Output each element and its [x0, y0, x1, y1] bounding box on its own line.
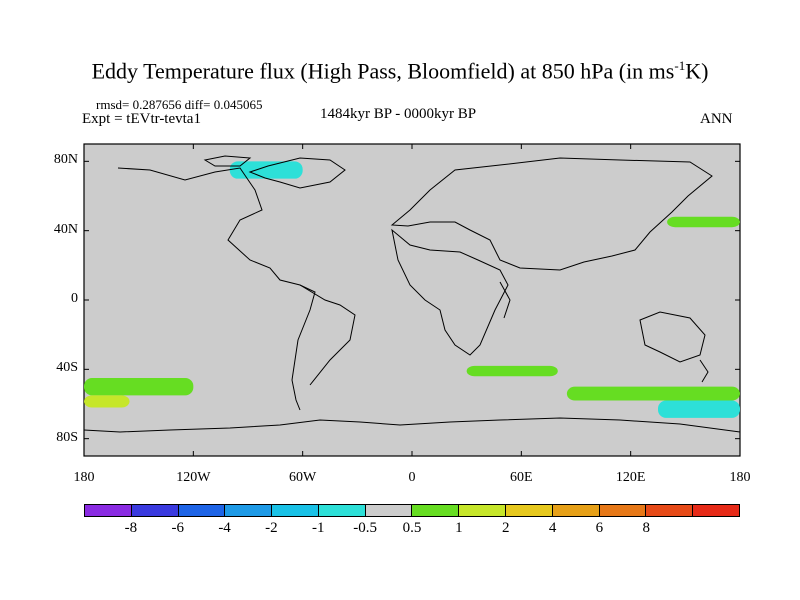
lon-tick-label: 180 — [73, 470, 95, 485]
colorbar-swatch — [85, 505, 132, 516]
colorbar-tick-label: 6 — [595, 520, 604, 536]
colorbar-swatch — [225, 505, 273, 516]
colorbar-tick-label: -0.5 — [353, 520, 378, 536]
lat-tick-label: 80S — [56, 429, 78, 445]
experiment-label: Expt = tEVtr-tevta1 — [82, 111, 201, 127]
colorbar-swatch — [693, 505, 739, 516]
plot-background — [83, 143, 741, 457]
colorbar-swatch — [365, 505, 413, 516]
colorbar — [84, 504, 740, 517]
anomaly-patch — [84, 395, 130, 408]
colorbar-swatch — [272, 505, 319, 516]
lon-tick-label: 0 — [408, 470, 416, 485]
coastlines — [83, 155, 741, 433]
colorbar-swatch — [412, 505, 460, 516]
lon-tick-label: 120E — [615, 470, 646, 485]
period-label: 1484kyr BP - 0000kyr BP — [320, 106, 477, 122]
colorbar-tick-label: -6 — [171, 520, 184, 536]
colorbar-tick-label: 8 — [642, 520, 651, 536]
colorbar-swatch — [131, 505, 179, 516]
stats-text: rmsd= 0.287656 diff= 0.045065 — [96, 97, 263, 112]
colorbar-tick-label: 0.5 — [402, 520, 422, 536]
anomaly-patch — [667, 216, 740, 228]
lat-ticks — [84, 160, 740, 440]
lat-tick-label: 40N — [53, 221, 78, 237]
colorbar-tick-label: -8 — [124, 520, 138, 536]
anomaly-patch — [566, 386, 740, 401]
colorbar-swatch — [552, 505, 600, 516]
lon-tick-label: 60W — [289, 470, 317, 485]
season-label: ANN — [700, 111, 733, 127]
lat-tick-label: 40S — [56, 360, 78, 376]
colorbar-tick-label: -1 — [312, 520, 325, 536]
colorbar-swatch — [646, 505, 694, 516]
lon-ticks — [83, 144, 741, 456]
colorbar-swatch — [506, 505, 553, 516]
lon-tick-label: 120W — [176, 470, 211, 485]
colorbar-swatch — [599, 505, 647, 516]
colorbar-tick-label: -4 — [218, 520, 231, 536]
colorbar-tick-label: 4 — [548, 520, 557, 536]
colorbar-swatch — [318, 505, 366, 516]
chart-title: Eddy Temperature flux (High Pass, Bloomf… — [91, 58, 709, 84]
colorbar-tick-label: -2 — [265, 520, 278, 536]
anomaly-layer — [84, 161, 740, 418]
anomaly-patch — [84, 378, 194, 396]
lat-tick-label: 0 — [71, 291, 78, 306]
anomaly-patch — [466, 365, 558, 377]
anomaly-patch — [229, 161, 303, 179]
lon-tick-label: 180 — [729, 470, 751, 485]
colorbar-tick-label: 2 — [501, 520, 510, 536]
lon-tick-label: 60E — [510, 470, 533, 485]
colorbar-tick-label: 1 — [455, 520, 463, 536]
lat-tick-label: 80N — [53, 152, 78, 168]
colorbar-swatch — [178, 505, 226, 516]
colorbar-swatch — [459, 505, 507, 516]
anomaly-patch — [658, 400, 740, 418]
